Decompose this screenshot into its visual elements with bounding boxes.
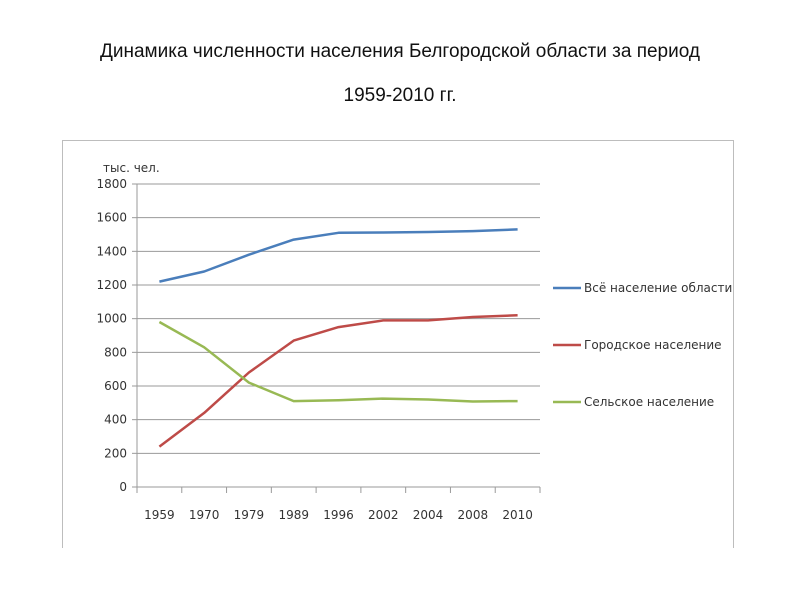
x-tick-label: 1996 — [323, 508, 354, 522]
legend-label-2: Городское население — [584, 338, 722, 352]
x-axis: 1959 1970 1979 1989 1996 2002 2004 2008 2010 — [136, 487, 541, 522]
chart-frame — [62, 140, 734, 548]
series-line-3 — [158, 320, 518, 403]
y-tick-label: 1400 — [96, 244, 127, 258]
x-tick-label: 2010 — [502, 508, 533, 522]
chart-title-line2: 1959-2010 гг. — [343, 85, 457, 106]
y-tick-label: 0 — [119, 480, 127, 494]
y-tick-label: 1800 — [96, 177, 127, 191]
x-tick-label: 1979 — [234, 508, 265, 522]
legend-label-3: Сельское население — [584, 395, 714, 409]
x-tick-label: 1970 — [189, 508, 220, 522]
legend-label-1: Всё население области — [584, 281, 732, 295]
y-tick-label: 1600 — [96, 211, 127, 225]
y-tick-label: 1000 — [96, 312, 127, 326]
y-axis-unit-label: тыс. чел. — [103, 161, 160, 175]
x-tick-label: 2004 — [413, 508, 444, 522]
x-tick-label: 1989 — [278, 508, 309, 522]
y-tick-label: 1200 — [96, 278, 127, 292]
x-tick-label: 2008 — [458, 508, 489, 522]
y-tick-label: 400 — [104, 413, 127, 427]
gridlines — [137, 183, 540, 488]
y-axis-ticks: 0 200 400 600 800 1000 1200 1400 1600 1800 — [96, 177, 138, 494]
x-tick-label: 1959 — [144, 508, 175, 522]
x-tick-label: 2002 — [368, 508, 399, 522]
series-line-2 — [158, 314, 518, 448]
series-lines — [158, 228, 518, 448]
y-tick-label: 200 — [104, 446, 127, 460]
series-line-1 — [159, 228, 518, 283]
legend: Всё население области Городское население… — [553, 281, 732, 409]
chart-title-line1: Динамика численности населения Белгородс… — [100, 41, 700, 62]
y-tick-label: 600 — [104, 379, 127, 393]
y-tick-label: 800 — [104, 345, 127, 359]
